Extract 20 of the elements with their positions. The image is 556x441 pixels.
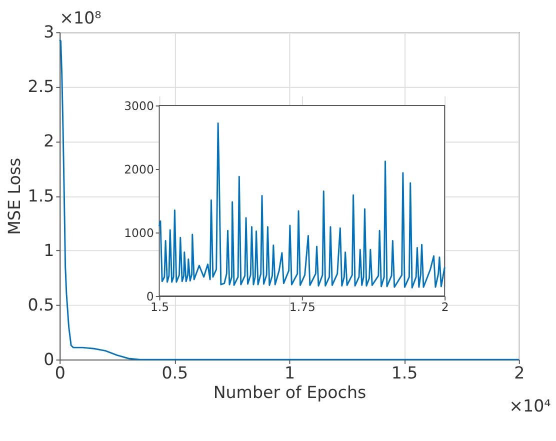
x-tick-label: 1	[284, 364, 296, 383]
x-tick-label: 2	[514, 364, 525, 383]
y-tick-label: 0	[44, 350, 54, 369]
x-axis-title: Number of Epochs	[213, 383, 366, 402]
x-tick-label: 1.75	[289, 300, 316, 314]
x-tick-label: 0.5	[162, 364, 188, 383]
x-tick-label: 2	[441, 300, 449, 314]
text: ×10⁴	[509, 396, 552, 416]
y-axis-title: MSE Loss	[4, 158, 24, 235]
y-tick-label: 3000	[124, 98, 154, 113]
line-series	[158, 122, 446, 289]
y-tick-label: 2	[44, 132, 54, 151]
y-tick-label: 2000	[124, 162, 154, 176]
y-tick-label: 2.5	[28, 77, 54, 96]
y-tick-label: 3	[44, 22, 54, 42]
text: ×10⁸	[60, 8, 102, 28]
x-tick-label: 1.5	[391, 364, 418, 383]
y-tick-label: 1.5	[28, 186, 54, 206]
y-tick-label: 1	[44, 240, 54, 260]
y-tick-label: 1000	[124, 226, 154, 240]
